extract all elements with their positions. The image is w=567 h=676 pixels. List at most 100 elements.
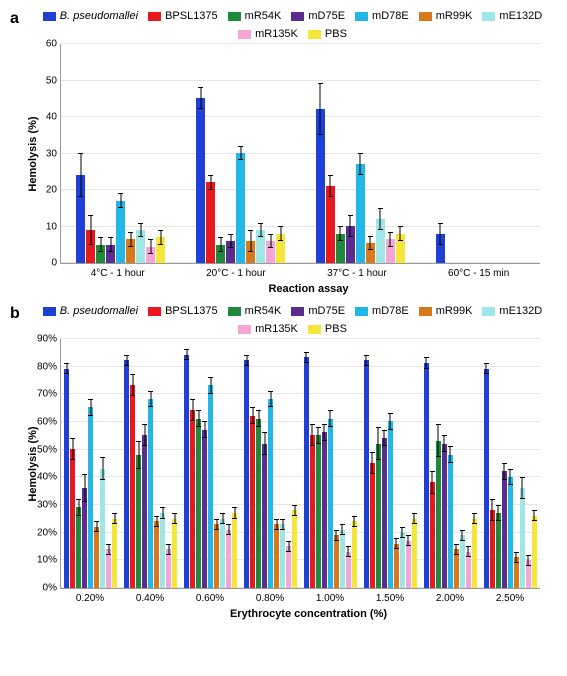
legend-label-bp: B. pseudomallei bbox=[60, 10, 138, 22]
error-bar bbox=[330, 410, 331, 427]
legend-label-r54k: mR54K bbox=[245, 10, 282, 22]
swatch-bp bbox=[43, 307, 56, 316]
bar-r135k bbox=[146, 247, 155, 264]
bar-d78e bbox=[208, 385, 213, 588]
bar-d75e bbox=[226, 241, 235, 263]
bar-d78e bbox=[88, 407, 93, 588]
error-bar bbox=[468, 546, 469, 557]
legend-item-r99k: mR99K bbox=[419, 10, 473, 22]
legend-label-d78e: mD78E bbox=[372, 305, 409, 317]
bar-d75e bbox=[262, 444, 267, 588]
ytick-label: 20 bbox=[46, 185, 61, 196]
legend-label-b1375: BPSL1375 bbox=[165, 10, 218, 22]
bar-group bbox=[196, 98, 285, 263]
error-bar bbox=[366, 355, 367, 366]
error-bar bbox=[294, 505, 295, 516]
swatch-b1375 bbox=[148, 307, 161, 316]
error-bar bbox=[348, 546, 349, 557]
error-bar bbox=[102, 457, 103, 479]
bar-pbs bbox=[412, 519, 417, 588]
bar-r54k bbox=[216, 245, 225, 263]
bar-d75e bbox=[106, 245, 115, 263]
error-bar bbox=[330, 175, 331, 197]
bar-r54k bbox=[76, 507, 81, 588]
bar-group bbox=[124, 360, 177, 588]
xtick-label: 0.20% bbox=[76, 593, 104, 604]
ytick-label: 90% bbox=[37, 334, 61, 345]
legend-label-r54k: mR54K bbox=[245, 305, 282, 317]
swatch-d75e bbox=[291, 12, 304, 21]
error-bar bbox=[440, 223, 441, 245]
error-bar bbox=[486, 363, 487, 374]
bar-r135k bbox=[166, 549, 171, 588]
error-bar bbox=[450, 446, 451, 463]
error-bar bbox=[372, 452, 373, 474]
error-bar bbox=[492, 499, 493, 521]
plot-a: Hemolysis (%) 0102030405060 bbox=[60, 44, 540, 264]
error-bar bbox=[160, 230, 161, 245]
panel-a: a B. pseudomalleiBPSL1375mR54KmD75EmD78E… bbox=[10, 10, 557, 295]
legend-label-pbs: PBS bbox=[325, 323, 347, 335]
error-bar bbox=[288, 541, 289, 552]
swatch-r99k bbox=[419, 307, 432, 316]
bar-group bbox=[316, 109, 405, 263]
bar-d75e bbox=[346, 226, 355, 263]
bar-e132d bbox=[160, 513, 165, 588]
error-bar bbox=[390, 232, 391, 247]
bar-e132d bbox=[460, 535, 465, 588]
error-bar bbox=[408, 535, 409, 546]
bar-group bbox=[484, 369, 537, 588]
error-bar bbox=[234, 507, 235, 518]
bar-b1375 bbox=[310, 435, 315, 588]
bar-d78e bbox=[116, 201, 125, 263]
error-bar bbox=[280, 226, 281, 241]
xtick-label: 0.40% bbox=[136, 593, 164, 604]
swatch-r135k bbox=[238, 325, 251, 334]
bar-d75e bbox=[502, 471, 507, 588]
legend-b: B. pseudomalleiBPSL1375mR54KmD75EmD78EmR… bbox=[28, 305, 557, 335]
error-bar bbox=[84, 474, 85, 502]
error-bar bbox=[258, 410, 259, 427]
bar-bp bbox=[244, 360, 249, 588]
error-bar bbox=[516, 552, 517, 563]
xtick-label: 1.50% bbox=[376, 593, 404, 604]
bar-r99k bbox=[154, 521, 159, 588]
bar-r135k bbox=[466, 552, 471, 588]
error-bar bbox=[342, 524, 343, 535]
bar-e132d bbox=[100, 469, 105, 588]
error-bar bbox=[400, 226, 401, 241]
bar-b1375 bbox=[206, 182, 215, 263]
error-bar bbox=[276, 519, 277, 530]
bar-d78e bbox=[508, 477, 513, 588]
error-bar bbox=[396, 538, 397, 549]
error-bar bbox=[528, 555, 529, 566]
error-bar bbox=[438, 424, 439, 457]
bar-pbs bbox=[172, 519, 177, 588]
error-bar bbox=[230, 234, 231, 249]
error-bar bbox=[360, 153, 361, 175]
ytick-label: 70% bbox=[37, 389, 61, 400]
bar-b1375 bbox=[130, 385, 135, 588]
legend-item-r135k: mR135K bbox=[238, 28, 298, 40]
ytick-label: 10 bbox=[46, 221, 61, 232]
panel-a-label: a bbox=[10, 10, 19, 28]
xticks-b: 0.20%0.40%0.60%0.80%1.00%1.50%2.00%2.50% bbox=[60, 593, 540, 604]
swatch-d78e bbox=[355, 12, 368, 21]
xtick-label: 60°C - 15 min bbox=[448, 268, 509, 279]
bar-bp bbox=[76, 175, 85, 263]
bar-bp bbox=[316, 109, 325, 263]
bar-d78e bbox=[328, 419, 333, 588]
bar-d75e bbox=[382, 438, 387, 588]
error-bar bbox=[108, 544, 109, 555]
xtick-label: 0.80% bbox=[256, 593, 284, 604]
bar-b1375 bbox=[430, 482, 435, 588]
bar-r135k bbox=[226, 530, 231, 588]
xtick-label: 1.00% bbox=[316, 593, 344, 604]
error-bar bbox=[378, 427, 379, 460]
bar-groups-a bbox=[61, 44, 540, 263]
error-bar bbox=[318, 427, 319, 444]
error-bar bbox=[78, 499, 79, 516]
error-bar bbox=[114, 513, 115, 524]
error-bar bbox=[228, 524, 229, 535]
bar-pbs bbox=[532, 516, 537, 588]
